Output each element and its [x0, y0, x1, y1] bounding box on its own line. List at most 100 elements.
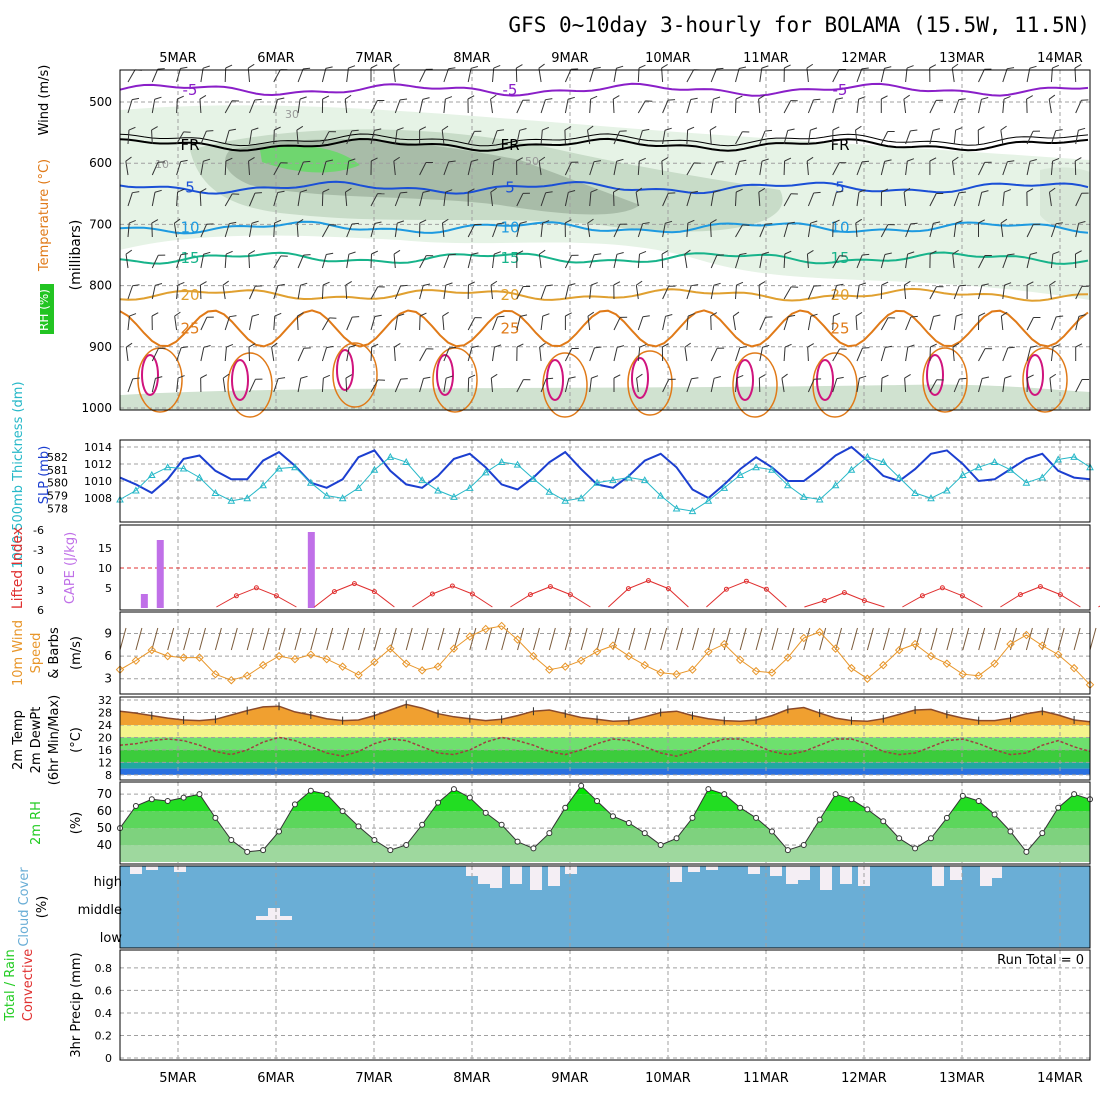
- wind-barb: [637, 160, 640, 176]
- thickness-marker: [879, 457, 888, 466]
- wind-marker: [640, 660, 649, 670]
- wind-barb: [784, 343, 792, 348]
- isotherm-label: FR: [830, 136, 849, 154]
- rh-marker: [594, 797, 601, 804]
- wind-barb: [905, 130, 911, 145]
- wind-barb: [1050, 161, 1054, 176]
- temp-band: [120, 749, 1090, 763]
- ytick-label: 0.8: [95, 962, 113, 975]
- wind-barb: [443, 99, 446, 114]
- wind-barb-10m: [532, 627, 540, 651]
- wind-barb: [806, 156, 814, 162]
- wind-barb: [419, 285, 424, 300]
- wind-barb: [1002, 99, 1005, 114]
- wind-barb: [1050, 347, 1054, 362]
- ylabel-pressure: (millibars): [68, 220, 84, 291]
- wind-barb: [810, 127, 818, 131]
- wind-barb: [199, 95, 207, 100]
- ytick-label: 0.2: [95, 1029, 113, 1042]
- rh-marker: [387, 847, 394, 854]
- wind-barb: [568, 376, 576, 379]
- wind-barb: [516, 193, 524, 207]
- wind-barb: [1075, 316, 1080, 331]
- wind-barb: [953, 130, 957, 145]
- wind-barb: [684, 254, 688, 269]
- wind-barb-10m: [564, 627, 572, 651]
- wind-barb: [862, 253, 870, 256]
- ylabel-wind-4: (m/s): [69, 636, 84, 670]
- rh-marker: [180, 794, 187, 801]
- series-wind-speed: [119, 625, 1091, 686]
- ytick-label-left: 6: [37, 604, 44, 617]
- wind-barb: [587, 316, 591, 331]
- wind-barb: [1048, 94, 1056, 100]
- date-label-bottom: 13MAR: [939, 1071, 985, 1086]
- wind-barb: [323, 374, 331, 379]
- wind-barb: [807, 316, 812, 331]
- wind-barb: [228, 128, 237, 132]
- wind-barb: [224, 100, 233, 114]
- ylabel-cloud-2: (%): [35, 896, 50, 919]
- wind-barb: [443, 192, 447, 207]
- isotherm-label: 5: [505, 179, 515, 197]
- wind-barb: [1030, 345, 1038, 348]
- lifted-index-marker: [331, 589, 337, 595]
- wind-barb: [419, 99, 424, 114]
- wind-barb: [467, 317, 476, 331]
- rh-marker: [959, 792, 966, 799]
- ylabel-rh-1: 2m RH: [29, 801, 44, 845]
- wind-barb: [200, 374, 208, 379]
- ytick-label-left: -3: [33, 544, 44, 557]
- wind-barb: [856, 347, 863, 362]
- rh-marker: [657, 842, 664, 849]
- wind-barb: [419, 192, 424, 207]
- wind-marker: [290, 654, 300, 664]
- wind-barb: [176, 98, 178, 114]
- rh-marker: [148, 796, 155, 803]
- wind-barb: [807, 250, 814, 255]
- wind-barb: [449, 346, 457, 349]
- wind-barb: [540, 316, 544, 331]
- rh-area-low: [120, 384, 1090, 410]
- wind-barb: [224, 253, 227, 269]
- wind-barb: [419, 255, 427, 269]
- thickness-marker: [322, 491, 331, 499]
- wind-barb: [321, 254, 327, 269]
- wind-barb: [981, 190, 989, 193]
- rh-marker: [943, 814, 950, 821]
- wind-barb: [300, 282, 308, 286]
- ytick-label: 28: [98, 706, 112, 719]
- wind-barb: [832, 378, 838, 393]
- wind-barb: [710, 348, 718, 362]
- wind-barb-10m: [1089, 627, 1097, 651]
- wind-barb: [370, 100, 378, 114]
- wind-barb: [807, 346, 809, 362]
- wind-barb: [348, 65, 356, 69]
- wind-barb: [758, 191, 761, 207]
- wind-barb: [735, 68, 740, 83]
- wind-barb: [564, 126, 572, 131]
- wind-barb: [636, 373, 643, 379]
- thickness-marker: [481, 468, 490, 476]
- wind-barb: [884, 252, 892, 255]
- wind-barb: [346, 223, 353, 238]
- wind-barb: [856, 99, 860, 114]
- wind-barb: [127, 69, 136, 83]
- wind-barb: [783, 130, 789, 145]
- wind-barb: [274, 312, 282, 317]
- rh-contour-loop: [436, 354, 454, 396]
- wind-barb: [929, 157, 937, 162]
- wind-barb: [978, 162, 986, 176]
- wind-barb: [345, 281, 352, 286]
- ytick-label-left: 580: [47, 477, 68, 490]
- cloud-frame: [119, 865, 1091, 949]
- wind-barb: [467, 95, 475, 100]
- wind-barb: [637, 100, 646, 114]
- ytick-label: 900: [89, 340, 112, 354]
- wind-barb: [881, 95, 888, 100]
- wind-barb: [467, 131, 475, 145]
- wind-barb: [176, 68, 181, 83]
- wind-barb: [686, 222, 689, 238]
- wind-barb: [906, 65, 914, 69]
